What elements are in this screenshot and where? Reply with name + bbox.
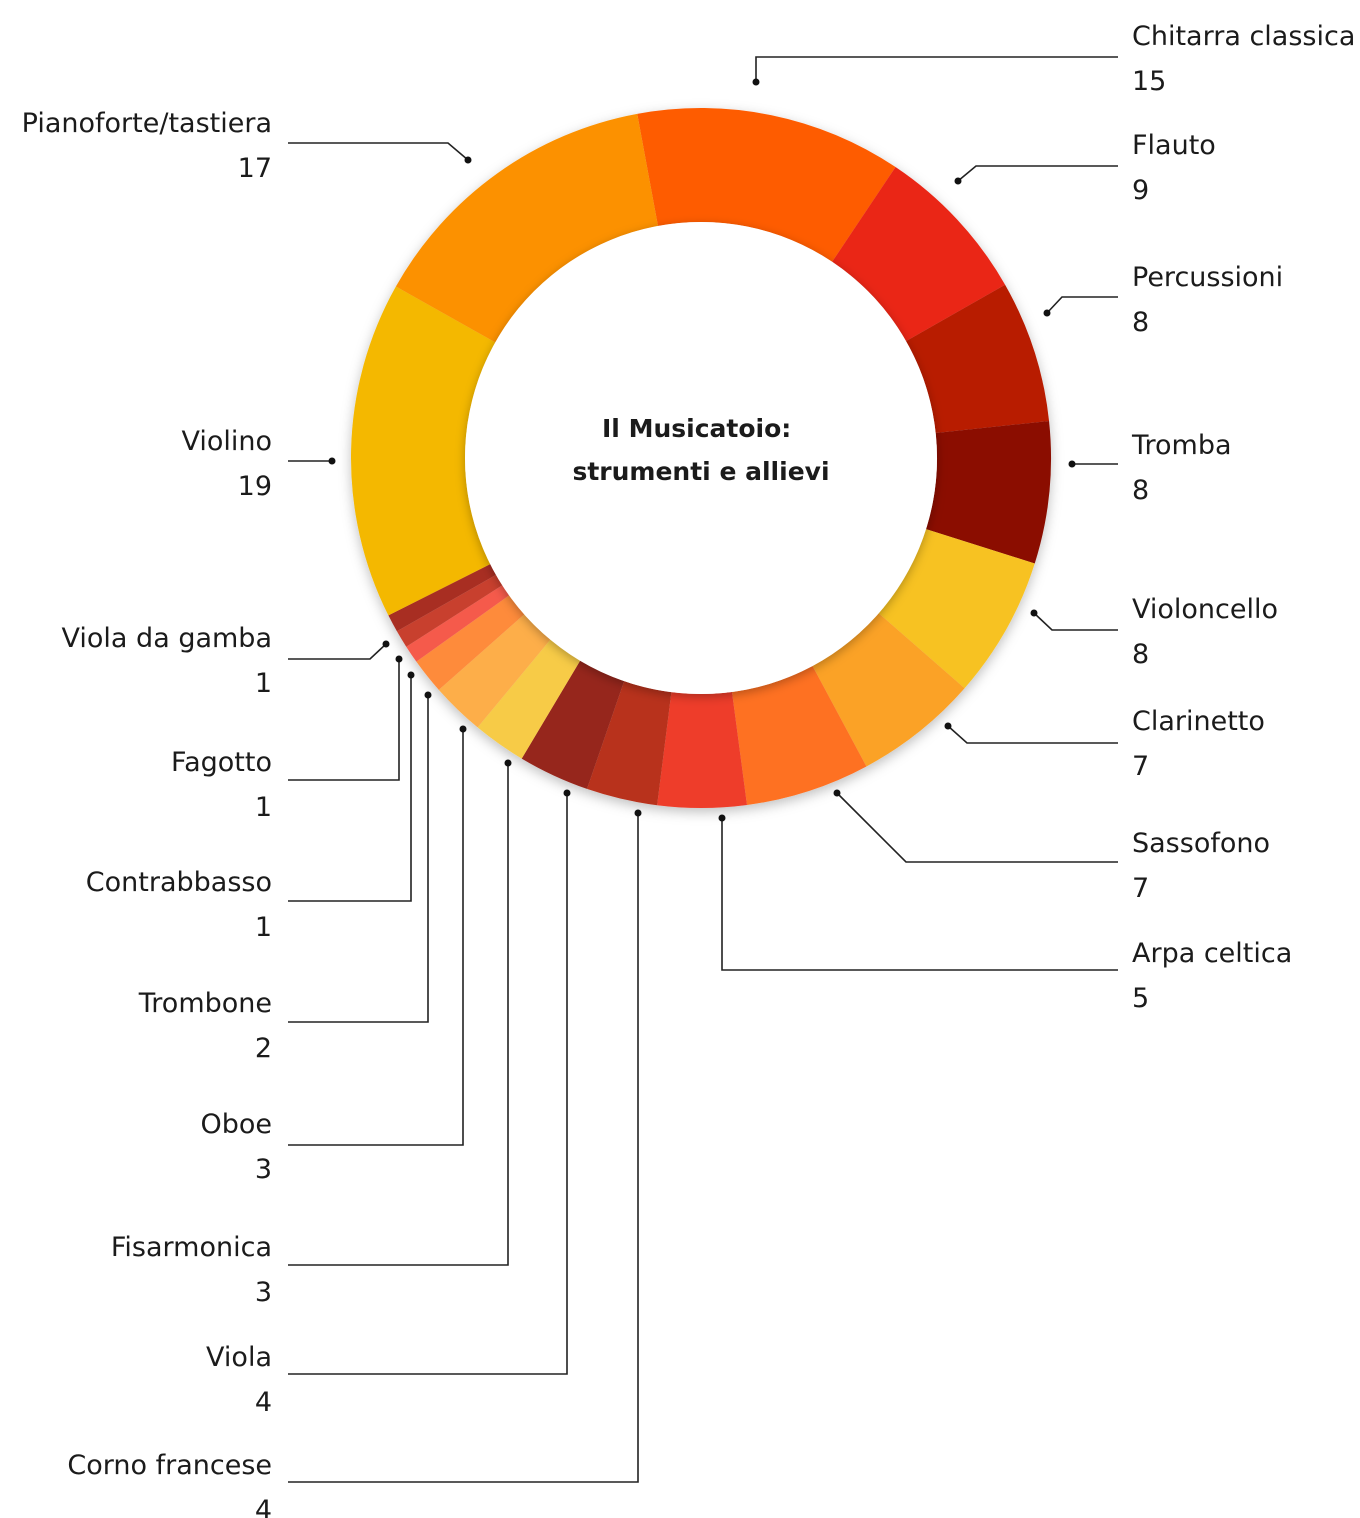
label-value-flauto: 9 xyxy=(1132,175,1149,206)
label-value-corno-francese: 4 xyxy=(255,1495,272,1518)
slice-viola xyxy=(521,660,625,789)
leader-line-percussioni xyxy=(1046,296,1118,314)
label-value-pianoforte-tastiera: 17 xyxy=(238,153,272,184)
leader-dot-violoncello xyxy=(1030,609,1038,617)
leader-dot-fisarmonica xyxy=(504,759,512,767)
donut-hole xyxy=(465,222,937,694)
leader-dot-arpa-celtica xyxy=(718,814,726,822)
leader-line-pianoforte-tastiera xyxy=(288,142,469,161)
slice-fagotto xyxy=(396,574,503,647)
label-name-corno-francese: Corno francese xyxy=(67,1450,272,1481)
label-value-trombone: 2 xyxy=(255,1033,272,1064)
leader-line-viola-da-gamba xyxy=(288,643,387,660)
label-name-fisarmonica: Fisarmonica xyxy=(111,1232,272,1263)
label-value-fisarmonica: 3 xyxy=(255,1277,272,1308)
leader-dot-trombone xyxy=(424,691,432,699)
label-value-viola: 4 xyxy=(255,1387,272,1418)
leader-dot-pianoforte-tastiera xyxy=(464,156,472,164)
slice-violino xyxy=(350,286,496,616)
label-name-clarinetto: Clarinetto xyxy=(1132,706,1265,737)
label-name-percussioni: Percussioni xyxy=(1132,262,1283,293)
leader-line-sassofono xyxy=(836,792,1118,863)
slice-trombone xyxy=(416,595,525,690)
leader-line-flauto xyxy=(957,165,1118,182)
leader-dot-violino xyxy=(328,457,336,465)
label-name-pianoforte-tastiera: Pianoforte/tastiera xyxy=(22,108,272,139)
leader-dot-contrabbasso xyxy=(407,671,415,679)
leader-dot-fagotto xyxy=(395,655,403,663)
leader-dot-viola-da-gamba xyxy=(382,640,390,648)
slice-fisarmonica xyxy=(477,639,581,759)
label-value-contrabbasso: 1 xyxy=(255,912,272,943)
label-name-viola: Viola xyxy=(206,1342,272,1373)
slice-pianoforte-tastiera xyxy=(395,113,658,343)
label-value-clarinetto: 7 xyxy=(1132,751,1149,782)
label-name-violino: Violino xyxy=(181,426,272,457)
slice-flauto xyxy=(832,167,1006,342)
label-name-violoncello: Violoncello xyxy=(1132,594,1278,625)
label-value-chitarra-classica: 15 xyxy=(1132,66,1166,97)
leader-line-arpa-celtica xyxy=(721,818,1118,971)
slice-clarinetto xyxy=(812,613,965,767)
leader-line-contrabbasso xyxy=(288,675,412,902)
leader-line-corno-francese xyxy=(288,813,639,1483)
leader-dot-oboe xyxy=(459,725,467,733)
leader-dot-flauto xyxy=(954,177,962,185)
label-name-viola-da-gamba: Viola da gamba xyxy=(62,623,272,654)
label-value-arpa-celtica: 5 xyxy=(1132,983,1149,1014)
slice-labels: Chitarra classica15Flauto9Percussioni8Tr… xyxy=(22,21,1356,1518)
label-value-fagotto: 1 xyxy=(255,792,272,823)
leader-dot-clarinetto xyxy=(944,722,952,730)
leader-line-fisarmonica xyxy=(288,763,509,1266)
slice-sassofono xyxy=(732,665,867,805)
label-name-flauto: Flauto xyxy=(1132,130,1216,161)
slice-contrabbasso xyxy=(406,585,510,662)
label-name-chitarra-classica: Chitarra classica xyxy=(1132,21,1355,52)
slice-viola-da-gamba xyxy=(388,564,496,632)
donut-ring xyxy=(350,108,1052,809)
label-name-trombone: Trombone xyxy=(138,988,272,1019)
label-value-viola-da-gamba: 1 xyxy=(255,668,272,699)
label-name-oboe: Oboe xyxy=(200,1109,272,1140)
slice-corno-francese xyxy=(587,681,672,806)
chart-title-line-1: Il Musicatoio: xyxy=(602,414,791,443)
leader-line-clarinetto xyxy=(947,725,1118,744)
label-name-contrabbasso: Contrabbasso xyxy=(86,867,272,898)
leader-line-violoncello xyxy=(1033,612,1118,631)
slice-chitarra-classica xyxy=(637,108,896,262)
slice-tromba xyxy=(926,420,1052,564)
leader-dot-corno-francese xyxy=(634,809,642,817)
slice-arpa-celtica xyxy=(657,691,747,809)
slice-oboe xyxy=(438,614,551,728)
leader-dot-chitarra-classica xyxy=(752,78,760,86)
label-value-sassofono: 7 xyxy=(1132,873,1149,904)
leader-line-fagotto xyxy=(288,659,400,781)
leader-dot-tromba xyxy=(1068,460,1076,468)
label-name-tromba: Tromba xyxy=(1131,430,1232,461)
leader-dot-viola xyxy=(563,789,571,797)
label-value-violoncello: 8 xyxy=(1132,639,1149,670)
leader-line-trombone xyxy=(288,695,429,1023)
leader-line-chitarra-classica xyxy=(755,56,1118,82)
chart-title-line-2: strumenti e allievi xyxy=(572,457,829,486)
leader-line-oboe xyxy=(288,729,464,1146)
label-value-percussioni: 8 xyxy=(1132,307,1149,338)
leader-dot-sassofono xyxy=(833,789,841,797)
slice-percussioni xyxy=(906,284,1050,434)
label-value-violino: 19 xyxy=(238,471,272,502)
label-value-oboe: 3 xyxy=(255,1154,272,1185)
label-name-arpa-celtica: Arpa celtica xyxy=(1132,938,1292,969)
label-name-sassofono: Sassofono xyxy=(1132,828,1270,859)
label-value-tromba: 8 xyxy=(1132,475,1149,506)
leader-dot-percussioni xyxy=(1043,309,1051,317)
slice-violoncello xyxy=(878,529,1035,689)
leader-lines xyxy=(288,56,1118,1483)
leader-line-viola xyxy=(288,793,568,1375)
chart-title: Il Musicatoio: strumenti e allievi xyxy=(572,414,829,486)
label-name-fagotto: Fagotto xyxy=(171,747,272,778)
